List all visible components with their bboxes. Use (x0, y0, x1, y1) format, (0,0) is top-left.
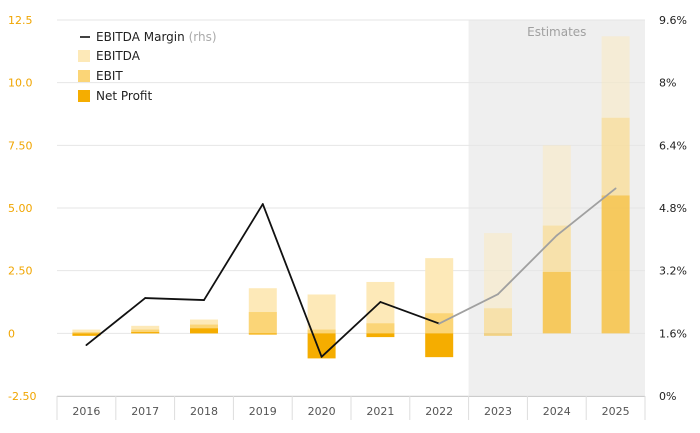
right-tick-label: 0% (659, 390, 676, 403)
bar-net-profit-2018 (190, 328, 218, 334)
bar-ebit-2023 (484, 308, 512, 334)
legend-item-ebitda-margin: EBITDA Margin (rhs) (80, 30, 217, 44)
legend-label-ebit: EBIT (96, 69, 123, 83)
bar-net-profit-2019 (248, 333, 277, 335)
bar-net-profit-2023 (484, 333, 512, 336)
bar-net-profit-2022 (425, 333, 454, 358)
estimates-label: Estimates (527, 25, 586, 39)
legend-swatch-net-profit (78, 90, 90, 102)
right-tick-label: 6.4% (659, 139, 687, 152)
line-segment-2016-2017 (85, 297, 147, 346)
line-segment-2019-2020 (261, 203, 323, 358)
bars (72, 36, 630, 359)
left-tick-label: 5.00 (8, 202, 33, 215)
bar-net-profit-2025 (601, 195, 630, 334)
right-tick-label: 1.6% (659, 327, 687, 340)
bar-ebitda-2017 (131, 325, 160, 334)
line-segment-2017-2018 (144, 297, 205, 301)
bar-ebit-2021 (366, 323, 395, 334)
bar-ebitda-2025 (601, 36, 630, 334)
legend-item-ebit: EBIT (78, 69, 123, 83)
bar-ebitda-2024 (542, 145, 571, 334)
legend-label-ebitda-margin: EBITDA Margin (rhs) (96, 30, 217, 44)
bar-ebit-2019 (248, 312, 277, 334)
left-tick-label: 10.0 (8, 77, 33, 90)
x-tick-label-2020: 2020 (308, 405, 336, 418)
bar-ebitda-2023 (484, 233, 512, 334)
bar-ebit-2016 (72, 332, 101, 334)
left-tick-label: 2.50 (8, 265, 33, 278)
x-tick-label-2016: 2016 (72, 405, 100, 418)
legend-label-ebitda: EBITDA (96, 49, 141, 63)
left-tick-label: -2.50 (8, 390, 36, 403)
line-segment-2022-2023 (438, 293, 499, 325)
left-tick-label: 7.50 (8, 139, 33, 152)
left-axis: -2.50 0 2.50 5.00 7.50 10.0 12.5 (8, 14, 36, 403)
legend-suffix-rhs: (rhs) (189, 30, 217, 44)
bar-ebit-2020 (307, 329, 336, 334)
legend-swatch-ebitda (78, 50, 90, 62)
line-segment-2023-2024 (497, 234, 558, 296)
bar-ebit-2017 (131, 329, 160, 334)
x-tick-label-2023: 2023 (484, 405, 512, 418)
right-tick-label: 9.6% (659, 14, 687, 27)
legend-label-net-profit: Net Profit (96, 89, 152, 103)
x-tick-label-2025: 2025 (602, 405, 630, 418)
ebitda-margin-line (85, 187, 617, 358)
legend-item-ebitda: EBITDA (78, 49, 141, 63)
legend-item-net-profit: Net Profit (78, 89, 152, 103)
bar-net-profit-2021 (366, 333, 395, 338)
line-segment-2018-2019 (203, 203, 264, 301)
line-segment-2020-2021 (320, 301, 382, 358)
x-axis: 2016 2017 2018 2019 2020 2021 2022 2023 2024 2025 (56, 396, 646, 420)
x-tick-label-2024: 2024 (543, 405, 571, 418)
bar-net-profit-2016 (72, 333, 101, 336)
legend-swatch-ebit (78, 70, 90, 82)
x-tick-label-2018: 2018 (190, 405, 218, 418)
legend: EBITDA Margin (rhs) EBITDA EBIT Net Prof… (78, 30, 217, 103)
line-segment-2024-2025 (555, 187, 617, 237)
right-tick-label: 4.8% (659, 202, 687, 215)
right-tick-label: 8% (659, 77, 676, 90)
bar-ebitda-2020 (307, 294, 336, 334)
left-tick-label: 0 (8, 327, 15, 340)
x-tick-label-2019: 2019 (249, 405, 277, 418)
left-tick-label: 12.5 (8, 14, 33, 27)
bar-ebitda-2016 (72, 329, 101, 334)
x-tick-label-2022: 2022 (425, 405, 453, 418)
bar-net-profit-2024 (542, 271, 571, 334)
x-tick-label-2017: 2017 (131, 405, 159, 418)
bar-net-profit-2017 (131, 332, 160, 334)
bar-net-profit-2020 (307, 333, 336, 359)
bar-ebit-2025 (601, 117, 630, 334)
x-tick-label-2021: 2021 (366, 405, 394, 418)
right-tick-label: 3.2% (659, 265, 687, 278)
line-segment-2021-2022 (379, 301, 441, 325)
right-axis: 0% 1.6% 3.2% 4.8% 6.4% 8% 9.6% (659, 14, 687, 403)
